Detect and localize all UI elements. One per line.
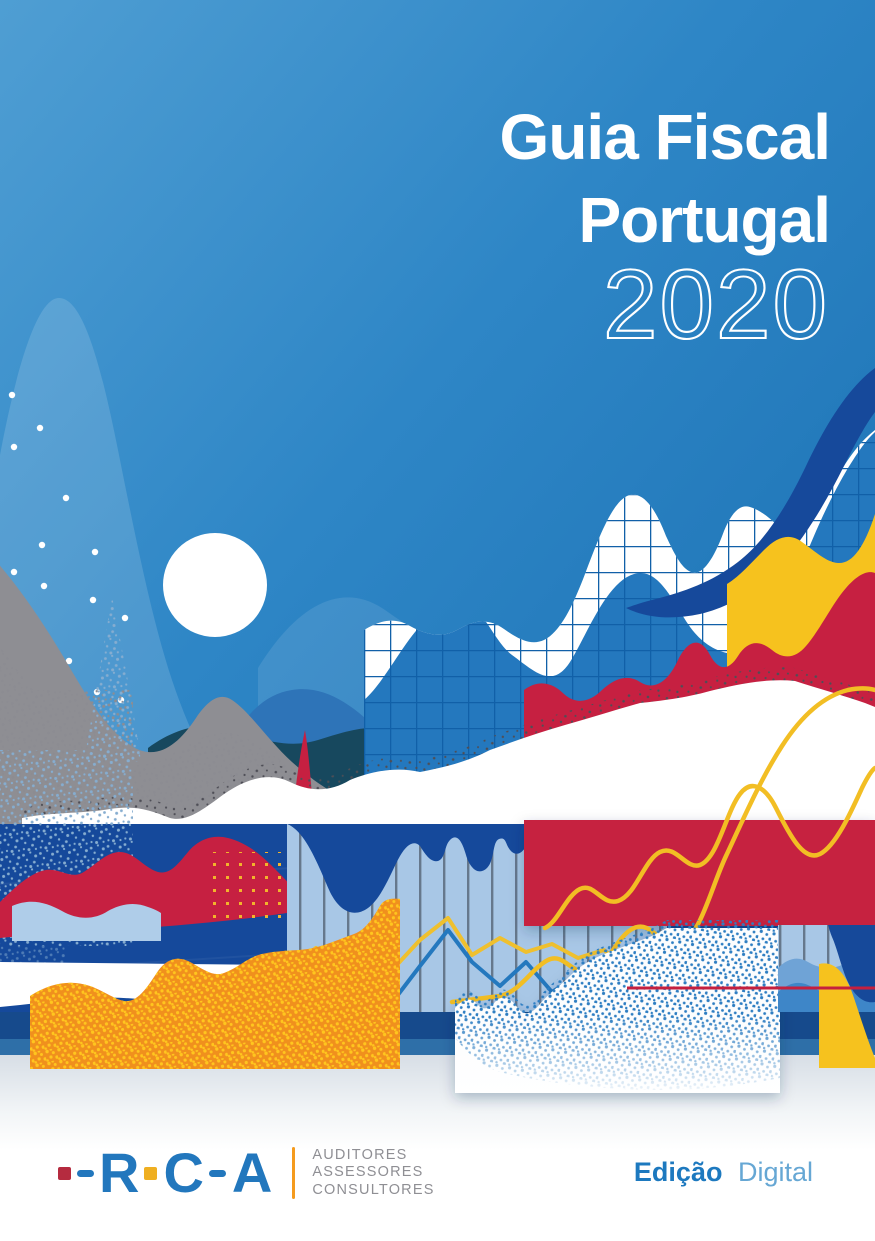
yellow-decay-shape	[819, 963, 875, 1068]
cover-title: Guia Fiscal Portugal	[499, 96, 831, 261]
title-line-1: Guia Fiscal	[499, 101, 831, 173]
cover-year: 2020	[602, 258, 829, 358]
stipple-mountain	[22, 667, 875, 830]
red-panel	[524, 820, 875, 926]
orange-stipple-mountain	[30, 898, 400, 1069]
logo-yellow-square-icon	[144, 1166, 158, 1180]
logo-separator	[292, 1147, 296, 1199]
logo-red-square-icon	[58, 1166, 71, 1180]
sun-icon	[163, 533, 267, 637]
logo-letter-c: C	[163, 1141, 203, 1204]
right-panel	[778, 925, 875, 1068]
red-wave-left	[0, 836, 293, 938]
title-line-2: Portugal	[578, 183, 831, 256]
logo-tagline: AUDITORES ASSESSORES CONSULTORES	[312, 1147, 434, 1199]
edition-label: Edição Digital	[633, 1157, 813, 1188]
tagline-line: AUDITORES	[312, 1146, 408, 1163]
tagline-line: CONSULTORES	[312, 1181, 435, 1198]
year-text: 2020	[603, 258, 829, 358]
logo-letter-r: R	[99, 1141, 139, 1204]
edition-bold: Edição	[633, 1157, 723, 1187]
navy-drip-wave	[287, 824, 532, 913]
tagline-line: ASSESSORES	[312, 1164, 424, 1181]
logo-letter-a: A	[231, 1141, 272, 1204]
logo-dash-icon	[208, 1169, 226, 1177]
logo-dash-icon	[77, 1169, 94, 1177]
edition-light: Digital	[737, 1157, 813, 1187]
rca-logo: R C A AUDITORES ASSESSORES CONSULTORES	[58, 1143, 435, 1203]
pale-blue-box	[12, 901, 161, 941]
scatter-panel	[455, 920, 780, 1093]
